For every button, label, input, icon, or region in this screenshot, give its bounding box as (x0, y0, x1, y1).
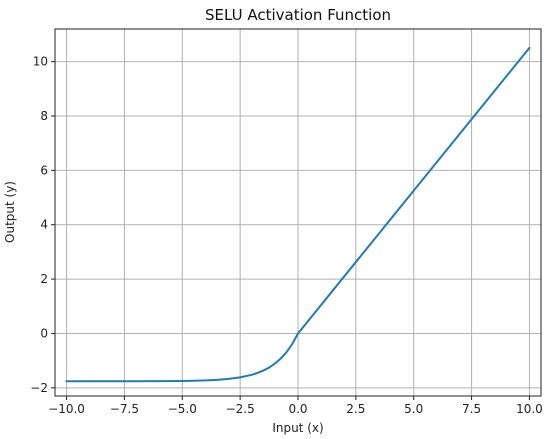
x-tick-label: −2.5 (226, 402, 255, 416)
series-layer (65, 46, 531, 383)
y-tick-label: 8 (40, 109, 48, 123)
grid-lines (55, 29, 541, 396)
x-tick-label: −5.0 (168, 402, 197, 416)
y-tick-label: −2 (30, 381, 48, 395)
x-axis-ticks: −10.0 −7.5 −5.0 −2.5 0.0 2.5 5.0 7.5 10.0 (48, 396, 543, 416)
y-tick-label: 0 (40, 326, 48, 340)
x-tick-label: 7.5 (462, 402, 481, 416)
x-tick-label: 2.5 (346, 402, 365, 416)
chart-title: SELU Activation Function (205, 6, 391, 24)
y-tick-label: 2 (40, 272, 48, 286)
y-axis-label: Output (y) (3, 181, 17, 243)
x-tick-label: 10.0 (516, 402, 543, 416)
x-tick-label: 0.0 (288, 402, 307, 416)
y-axis-ticks: −2 0 2 4 6 8 10 (30, 55, 55, 395)
selu-line (65, 46, 531, 383)
x-tick-label: −7.5 (110, 402, 139, 416)
x-axis-label: Input (x) (272, 421, 323, 435)
y-tick-label: 10 (33, 55, 48, 69)
x-tick-label: −10.0 (48, 402, 85, 416)
x-tick-label: 5.0 (404, 402, 423, 416)
y-tick-label: 4 (40, 218, 48, 232)
y-tick-label: 6 (40, 163, 48, 177)
